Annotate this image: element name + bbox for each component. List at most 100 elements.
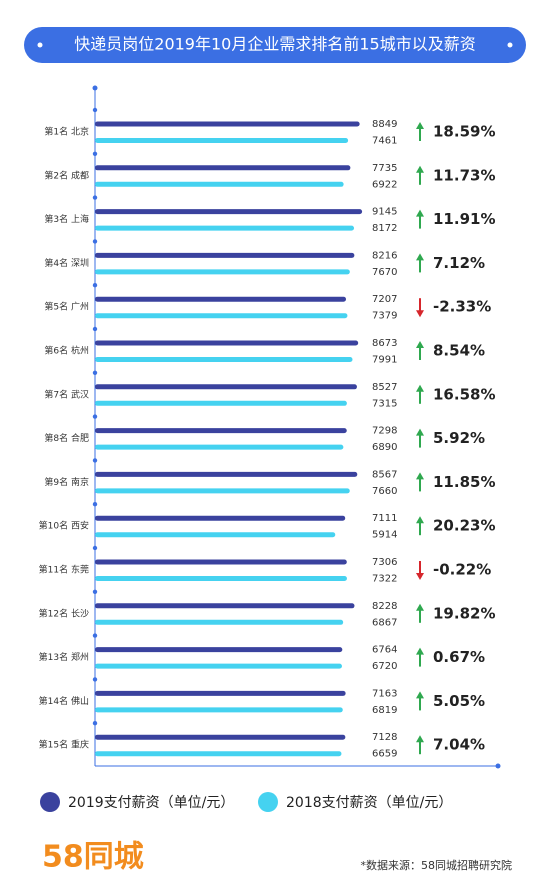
category-label: 第4名 深圳	[44, 257, 89, 269]
bar	[95, 734, 346, 740]
bar	[95, 619, 344, 625]
value-label: 8527	[372, 382, 397, 393]
change-arrow-head	[416, 384, 424, 392]
change-label: 18.59%	[433, 123, 495, 141]
bar	[95, 165, 351, 171]
bar	[95, 357, 353, 362]
bar	[95, 181, 344, 187]
banner-dot	[37, 42, 43, 48]
category-label: 第1名 北京	[44, 126, 89, 138]
value-label: 8216	[372, 250, 397, 261]
change-label: 7.12%	[433, 254, 485, 272]
bar	[95, 400, 347, 406]
value-label: 7670	[372, 267, 397, 278]
category-label: 第14名 佛山	[39, 695, 89, 707]
change-arrow-head	[416, 253, 424, 261]
bar	[95, 576, 347, 581]
bar	[95, 488, 350, 494]
change-label: 7.04%	[433, 736, 485, 754]
bar	[95, 751, 342, 757]
value-label: 6867	[372, 617, 397, 628]
axis-dot	[92, 502, 98, 507]
bar	[95, 252, 355, 258]
axis-dot	[92, 677, 98, 682]
axis-dot	[92, 107, 98, 113]
change-arrow-head	[416, 310, 424, 318]
change-label: 11.73%	[433, 166, 495, 184]
bar	[95, 532, 336, 538]
change-label: 11.91%	[433, 210, 495, 228]
change-label: 11.85%	[433, 473, 495, 491]
change-arrow-head	[416, 603, 424, 611]
axis-dot	[92, 414, 98, 419]
bar	[95, 707, 343, 713]
bar	[95, 225, 355, 231]
bar	[95, 428, 347, 434]
value-label: 7660	[372, 486, 397, 497]
bar	[95, 296, 346, 302]
legend-label: 2019支付薪资（单位/元）	[68, 795, 234, 811]
axis-dot	[495, 763, 501, 769]
bar	[95, 663, 342, 669]
legend-swatch	[40, 792, 60, 812]
change-arrow-head	[416, 341, 424, 348]
value-label: 7379	[372, 311, 397, 322]
category-label: 第10名 西安	[39, 520, 89, 532]
value-label: 6659	[372, 749, 397, 760]
category-label: 第3名 上海	[44, 213, 89, 225]
axis-dot	[92, 85, 98, 91]
axis-dot	[92, 151, 98, 156]
category-label: 第11名 东莞	[39, 564, 89, 576]
logo: 58同城	[42, 840, 144, 875]
category-label: 第12名 长沙	[39, 607, 89, 619]
bar	[95, 121, 360, 127]
legend-label: 2018支付薪资（单位/元）	[286, 795, 452, 811]
value-label: 6764	[372, 645, 397, 656]
bar	[95, 690, 346, 696]
change-arrow-head	[416, 472, 424, 480]
chart-title: 快递员岗位2019年10月企业需求排名前15城市以及薪资	[74, 35, 475, 54]
bar	[95, 269, 350, 275]
category-label: 第2名 成都	[44, 169, 89, 181]
value-label: 8849	[372, 119, 397, 130]
value-label: 7207	[372, 294, 397, 305]
value-label: 7306	[372, 557, 397, 568]
bar	[95, 444, 344, 450]
value-label: 5914	[372, 530, 397, 541]
value-label: 6890	[372, 442, 397, 453]
axis-dot	[92, 195, 98, 200]
axis-dot	[92, 545, 98, 551]
value-label: 7298	[372, 426, 397, 437]
value-label: 7322	[372, 574, 397, 585]
bar	[95, 313, 348, 319]
value-label: 8172	[372, 223, 397, 234]
bar	[95, 559, 347, 565]
change-label: -0.22%	[433, 561, 491, 579]
bar	[95, 384, 357, 390]
value-label: 6819	[372, 705, 397, 716]
axis-dot	[92, 326, 98, 332]
axis-dot	[92, 633, 98, 638]
source-note: *数据来源：58同城招聘研究院	[361, 858, 513, 872]
category-label: 第5名 广州	[44, 301, 89, 313]
value-label: 7128	[372, 732, 397, 743]
change-arrow-head	[416, 428, 424, 436]
axis-dot	[92, 458, 98, 463]
value-label: 7163	[372, 688, 397, 699]
banner-dot	[507, 42, 513, 48]
change-label: 5.92%	[433, 429, 485, 447]
change-arrow-head	[416, 516, 424, 524]
value-label: 9145	[372, 207, 397, 218]
value-label: 8228	[372, 601, 397, 612]
change-arrow-head	[416, 647, 424, 655]
change-label: 19.82%	[433, 604, 495, 622]
change-label: 8.54%	[433, 342, 485, 360]
value-label: 7111	[372, 513, 397, 524]
value-label: 7461	[372, 136, 397, 147]
category-label: 第6名 杭州	[44, 345, 89, 357]
change-arrow-head	[416, 209, 424, 217]
legend-swatch	[258, 792, 278, 812]
change-label: 16.58%	[433, 385, 495, 403]
category-label: 第8名 合肥	[44, 432, 89, 444]
change-arrow-head	[416, 735, 424, 743]
